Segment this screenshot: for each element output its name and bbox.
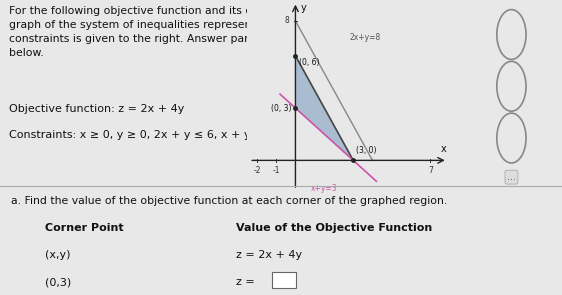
Text: (0,3): (0,3) [45,277,71,287]
Text: x+y=3: x+y=3 [311,184,338,193]
Text: For the following objective function and its constraints, the
graph of the syste: For the following objective function and… [9,6,330,58]
Text: a. Find the value of the objective function at each corner of the graphed region: a. Find the value of the objective funct… [11,196,447,206]
FancyBboxPatch shape [272,272,296,289]
Text: Corner Point: Corner Point [45,223,124,233]
Text: Constraints: x ≥ 0, y ≥ 0, 2x + y ≤ 6, x + y ≥ 3: Constraints: x ≥ 0, y ≥ 0, 2x + y ≤ 6, x… [9,130,274,140]
Text: (x,y): (x,y) [45,250,70,260]
Text: 8: 8 [285,17,289,25]
Text: Value of the Objective Function: Value of the Objective Function [236,223,432,233]
Text: z =: z = [236,277,255,287]
Text: 7: 7 [428,165,433,175]
Text: Objective function: z = 2x + 4y: Objective function: z = 2x + 4y [9,104,184,114]
Text: ...: ... [507,172,516,182]
Text: x: x [441,144,447,154]
Text: z = 2x + 4y: z = 2x + 4y [236,250,302,260]
Text: (0, 6): (0, 6) [300,58,320,67]
Text: -2: -2 [253,165,261,175]
Polygon shape [296,56,353,160]
Text: 2x+y=8: 2x+y=8 [350,33,380,42]
Text: y: y [300,4,306,14]
Text: (3, 0): (3, 0) [356,146,377,155]
Text: (0, 3): (0, 3) [271,104,292,113]
Text: -1: -1 [273,165,280,175]
